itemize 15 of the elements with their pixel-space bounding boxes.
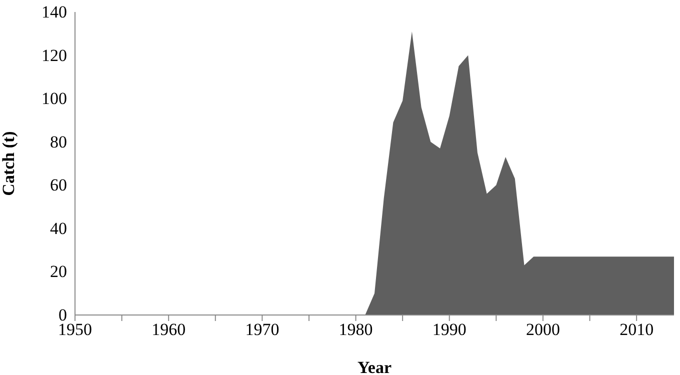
y-tick-label: 100 — [42, 89, 67, 108]
y-tick-label: 40 — [50, 218, 67, 238]
x-tick-label: 1970 — [245, 320, 280, 340]
y-tick-label: 60 — [50, 176, 67, 195]
y-tick-label: 140 — [42, 2, 67, 22]
y-tick-label: 20 — [50, 262, 67, 282]
x-tick-label: 1960 — [152, 320, 186, 340]
x-tick-label: 2000 — [526, 320, 560, 340]
y-tick-label: 80 — [50, 132, 67, 152]
y-tick-label: 120 — [42, 46, 67, 65]
x-tick-label: 2010 — [620, 320, 654, 340]
x-tick-label: 1990 — [432, 320, 466, 340]
x-tick-label: 1980 — [338, 320, 373, 340]
x-axis-title: Year — [358, 358, 392, 375]
y-axis-title: Catch (t) — [0, 131, 18, 196]
